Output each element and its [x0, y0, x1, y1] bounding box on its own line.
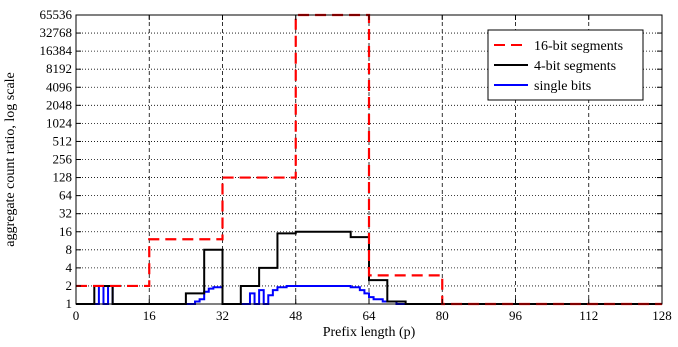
x-tick-label: 80 — [436, 308, 449, 323]
y-tick-label: 256 — [53, 152, 73, 167]
x-tick-label: 48 — [289, 308, 302, 323]
y-tick-label: 4096 — [46, 79, 73, 94]
y-tick-label: 8 — [66, 242, 73, 257]
y-tick-label: 1 — [66, 296, 73, 311]
y-tick-label: 2048 — [46, 97, 72, 112]
x-tick-label: 64 — [363, 308, 377, 323]
y-tick-label: 32768 — [40, 25, 73, 40]
legend: 16-bit segments 4-bit segments single bits — [487, 29, 644, 101]
y-axis-label: aggregate count ratio, log scale — [3, 72, 18, 247]
x-tick-label: 32 — [216, 308, 229, 323]
legend-entry: 16-bit segments — [534, 39, 623, 54]
y-tick-label: 8192 — [46, 61, 72, 76]
ticks — [75, 14, 663, 305]
x-tick-label: 16 — [143, 308, 157, 323]
x-tick-label: 96 — [509, 308, 523, 323]
y-tick-label: 1024 — [46, 115, 73, 130]
x-axis-label: Prefix length (p) — [323, 325, 416, 340]
y-tick-label: 64 — [59, 188, 73, 203]
series-line-0 — [76, 13, 662, 306]
y-tick-label: 16384 — [40, 43, 73, 58]
y-tick-label: 65536 — [40, 7, 73, 22]
tick-labels: 0 16 32 48 64 80 96 112 128124816326412825651210… — [40, 7, 672, 323]
x-tick-label: 0 — [73, 308, 80, 323]
y-tick-label: 2 — [66, 278, 73, 293]
legend-entry: 4-bit segments — [534, 59, 616, 74]
y-tick-label: 128 — [53, 170, 73, 185]
y-tick-label: 512 — [53, 133, 73, 148]
y-tick-label: 16 — [59, 224, 73, 239]
x-tick-label: 112 — [579, 308, 598, 323]
y-tick-label: 4 — [66, 260, 73, 275]
x-tick-label: 128 — [652, 308, 672, 323]
y-tick-label: 32 — [59, 206, 72, 221]
legend-entry: single bits — [534, 79, 591, 94]
